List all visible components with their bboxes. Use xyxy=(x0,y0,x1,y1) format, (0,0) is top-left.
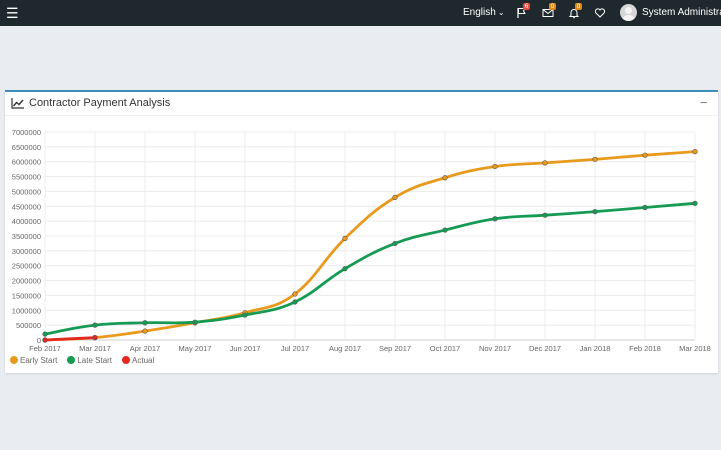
late-start-series-line xyxy=(44,201,696,336)
late-start-data-point xyxy=(342,266,348,272)
y-tick-label: 0 xyxy=(37,336,41,345)
actual-data-point xyxy=(42,337,48,343)
late-start-data-point xyxy=(292,299,298,305)
x-tick-label: Feb 2018 xyxy=(629,344,661,353)
user-avatar[interactable] xyxy=(620,4,637,21)
legend-swatch xyxy=(67,356,76,364)
late-start-data-point xyxy=(392,240,398,247)
y-tick-label: 6000000 xyxy=(12,158,41,167)
top-navbar: ☰ English⌄ 6 0 0 System Administrator xyxy=(0,0,721,26)
y-tick-label: 4000000 xyxy=(12,217,41,226)
x-tick-label: Nov 2017 xyxy=(479,344,511,353)
late-start-data-point xyxy=(592,209,598,215)
early-start-data-point xyxy=(642,152,648,158)
x-tick-label: Jun 2017 xyxy=(230,344,261,353)
y-tick-label: 2000000 xyxy=(12,277,41,286)
language-selector[interactable]: English ⌄ xyxy=(463,7,505,18)
early-start-data-point xyxy=(592,156,598,162)
late-start-data-point xyxy=(642,204,648,211)
notifications-count-badge: 0 xyxy=(575,3,582,10)
actual-series-line xyxy=(44,336,96,342)
favorites-button[interactable] xyxy=(592,5,608,21)
early-start-data-point xyxy=(542,160,548,166)
legend-item-early-start[interactable]: Early Start xyxy=(10,356,57,365)
contractor-payment-panel: Contractor Payment Analysis − 0 500000 100… xyxy=(5,90,718,373)
x-tick-label: Jan 2018 xyxy=(580,344,611,353)
x-tick-label: Oct 2017 xyxy=(430,344,460,353)
early-start-data-point xyxy=(442,175,448,181)
chart-legend: Early Start Late Start Actual xyxy=(10,356,164,365)
x-tick-label: Jul 2017 xyxy=(281,344,309,353)
x-tick-label: Aug 2017 xyxy=(329,344,361,353)
y-tick-label: 7000000 xyxy=(12,128,41,137)
hamburger-menu-icon[interactable]: ☰ xyxy=(6,5,19,21)
early-start-data-point xyxy=(342,235,348,241)
y-tick-label: 5000000 xyxy=(12,187,41,196)
legend-label: Early Start xyxy=(20,356,58,365)
legend-item-late-start[interactable]: Late Start xyxy=(67,356,112,365)
messages-button[interactable]: 0 xyxy=(540,3,556,21)
x-tick-label: May 2017 xyxy=(179,344,212,353)
early-start-data-point xyxy=(142,328,148,334)
panel-title: Contractor Payment Analysis xyxy=(29,97,171,109)
early-start-data-point xyxy=(292,291,298,297)
late-start-data-point xyxy=(542,212,548,218)
notifications-button[interactable]: 0 xyxy=(566,3,582,21)
envelope-icon xyxy=(542,9,554,17)
late-start-data-point xyxy=(492,216,498,222)
line-chart-icon xyxy=(11,98,24,109)
legend-label: Actual xyxy=(132,356,155,365)
legend-label: Late Start xyxy=(77,356,113,365)
early-start-series-line xyxy=(44,150,696,342)
late-start-data-point xyxy=(692,200,698,206)
late-start-data-point xyxy=(92,322,98,328)
legend-swatch xyxy=(10,356,18,364)
heart-icon xyxy=(594,8,606,18)
y-tick-label: 6500000 xyxy=(12,143,41,152)
bell-icon xyxy=(568,9,580,19)
messages-count-badge: 0 xyxy=(549,3,556,10)
legend-swatch xyxy=(122,356,131,364)
legend-item-actual[interactable]: Actual xyxy=(122,356,154,365)
payment-line-chart: 0 500000 1000000 1500000 2000000 2500000 30000… xyxy=(12,128,711,353)
user-name[interactable]: System Administrator xyxy=(642,7,721,18)
late-start-data-point xyxy=(42,331,48,337)
late-start-data-point xyxy=(142,320,148,326)
panel-header: Contractor Payment Analysis − xyxy=(5,92,718,116)
x-tick-label: Feb 2017 xyxy=(29,344,61,353)
late-start-data-point xyxy=(242,312,248,318)
y-tick-label: 3000000 xyxy=(12,247,41,256)
y-tick-label: 3500000 xyxy=(12,232,41,241)
x-tick-label: Mar 2018 xyxy=(679,344,711,353)
language-label: English xyxy=(463,7,496,18)
y-tick-label: 1000000 xyxy=(12,306,41,315)
early-start-data-point xyxy=(692,149,698,155)
y-tick-label: 4500000 xyxy=(12,202,41,211)
collapse-button[interactable]: − xyxy=(700,95,708,110)
y-tick-label: 1500000 xyxy=(12,291,41,300)
early-start-data-point xyxy=(492,163,498,170)
late-start-data-point xyxy=(192,319,198,325)
x-tick-label: Mar 2017 xyxy=(79,344,111,353)
x-tick-label: Sep 2017 xyxy=(379,344,411,353)
actual-data-point xyxy=(92,335,98,341)
late-start-data-point xyxy=(442,227,448,233)
y-tick-label: 5500000 xyxy=(12,173,41,182)
x-tick-label: Dec 2017 xyxy=(529,344,561,353)
y-tick-label: 500000 xyxy=(16,321,41,330)
y-tick-label: 2500000 xyxy=(12,262,41,271)
flag-count-badge: 6 xyxy=(523,3,530,10)
flag-notifications-button[interactable]: 6 xyxy=(514,3,530,21)
chevron-down-icon: ⌄ xyxy=(497,8,505,17)
x-tick-label: Apr 2017 xyxy=(130,344,160,353)
early-start-data-point xyxy=(392,194,398,200)
